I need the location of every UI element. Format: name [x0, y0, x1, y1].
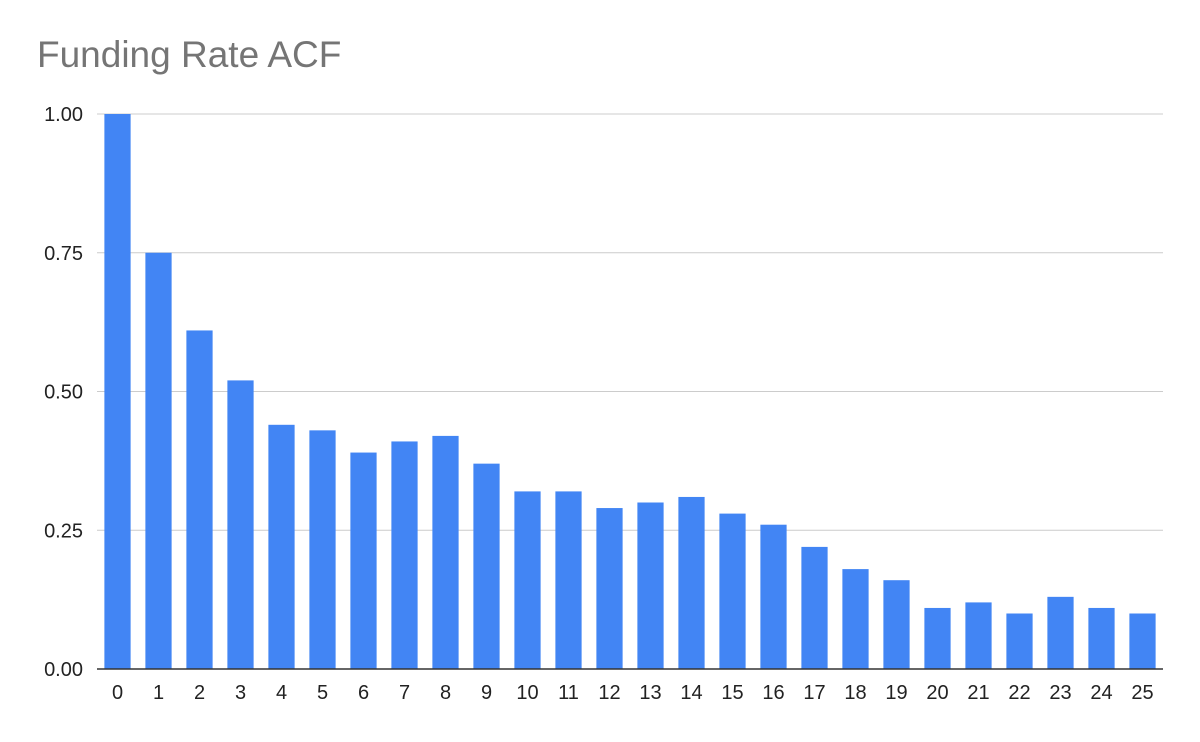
bar-lag-24	[1088, 607, 1115, 669]
x-tick-label: 5	[317, 682, 328, 704]
x-tick-label: 21	[967, 682, 989, 704]
x-tick-label: 12	[598, 682, 620, 704]
y-tick-label: 1.00	[44, 104, 83, 126]
x-tick-label: 3	[235, 682, 246, 704]
x-tick-label: 19	[885, 682, 907, 704]
bar-lag-9	[473, 463, 500, 669]
bar-lag-8	[432, 435, 459, 669]
y-tick-labels: 0.00 0.25 0.50 0.75 1.00	[44, 104, 83, 681]
x-tick-label: 10	[516, 682, 538, 704]
x-tick-label: 8	[440, 682, 451, 704]
chart-title: Funding Rate ACF	[37, 34, 342, 75]
x-tick-label: 2	[194, 682, 205, 704]
bar-lag-23	[1047, 596, 1074, 669]
x-tick-label: 22	[1008, 682, 1030, 704]
x-tick-label: 23	[1049, 682, 1071, 704]
bar-lag-6	[350, 452, 377, 669]
bar-lag-13	[637, 502, 664, 669]
bar-lag-4	[268, 424, 295, 669]
y-tick-label: 0.25	[44, 520, 83, 542]
bar-lag-16	[760, 524, 787, 669]
gridlines	[97, 113, 1163, 531]
bar-lag-11	[555, 491, 582, 669]
x-tick-label: 4	[276, 682, 287, 704]
x-tick-label: 1	[153, 682, 164, 704]
x-tick-label: 0	[112, 682, 123, 704]
bar-lag-19	[883, 580, 910, 669]
bar-lag-5	[309, 430, 336, 669]
x-tick-label: 18	[844, 682, 866, 704]
bar-lag-17	[801, 546, 828, 669]
bar-lag-0	[104, 114, 131, 669]
bar-lag-21	[965, 602, 992, 669]
x-tick-label: 16	[762, 682, 784, 704]
y-tick-label: 0.75	[44, 243, 83, 265]
y-tick-label: 0.00	[44, 659, 83, 681]
bar-lag-14	[678, 496, 705, 669]
x-tick-label: 25	[1131, 682, 1153, 704]
x-tick-label: 11	[558, 682, 579, 704]
x-tick-label: 24	[1090, 682, 1112, 704]
bar-lag-3	[227, 380, 254, 669]
bars	[104, 114, 1156, 669]
bar-lag-22	[1006, 613, 1033, 669]
x-tick-label: 13	[639, 682, 661, 704]
bar-lag-25	[1129, 613, 1156, 669]
bar-lag-2	[186, 330, 213, 669]
bar-lag-15	[719, 513, 746, 669]
x-tick-label: 15	[721, 682, 743, 704]
x-tick-label: 6	[358, 682, 369, 704]
bar-lag-7	[391, 441, 418, 669]
bar-lag-18	[842, 569, 869, 669]
x-tick-label: 14	[680, 682, 702, 704]
y-tick-label: 0.50	[44, 382, 83, 404]
x-tick-label: 20	[926, 682, 948, 704]
x-tick-label: 9	[481, 682, 492, 704]
bar-lag-1	[145, 252, 172, 669]
x-tick-label: 17	[803, 682, 825, 704]
bar-lag-12	[596, 508, 623, 669]
bar-lag-10	[514, 491, 541, 669]
bar-lag-20	[924, 607, 951, 669]
x-tick-label: 7	[399, 682, 410, 704]
x-tick-labels: 0 1 2 3 4 5 6 7 8 9 10 11 12 13 14 15 16 17 18 19 20 21 22 23 24…	[112, 682, 1154, 704]
